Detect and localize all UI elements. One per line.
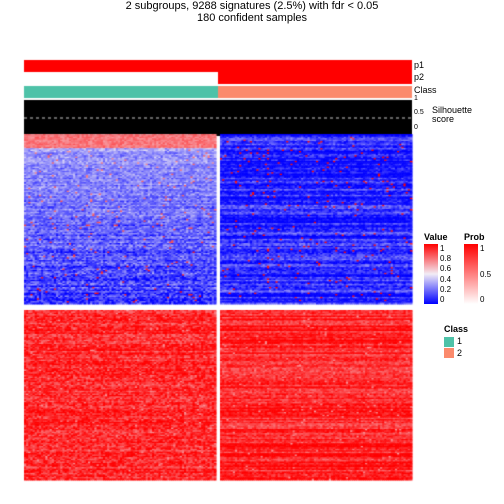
legend-value-title: Value <box>424 232 448 242</box>
legend-prob: Prob 1 0.5 0 <box>464 232 485 304</box>
legend-value-ticks: 1 0.8 0.6 0.4 0.2 0 <box>440 244 451 304</box>
sil-tick-05: 0.5 <box>414 109 424 116</box>
row-group-2-label: 2 <box>0 392 2 398</box>
legend-prob-title: Prob <box>464 232 485 242</box>
ann-sil-label: Silhouette score <box>432 106 472 124</box>
title-line2: 180 confident samples <box>0 12 504 24</box>
legend-prob-gradient <box>464 244 478 304</box>
sil-tick-0: 0 <box>414 124 418 131</box>
legend-class-item-2: 2 <box>444 348 468 359</box>
legend-prob-ticks: 1 0.5 0 <box>480 244 491 304</box>
legend-class-title: Class <box>444 324 468 334</box>
plot-area: 1 2 p1 p2 Class Silhouette score 1 0.5 0… <box>0 24 504 494</box>
legend-value-gradient <box>424 244 438 304</box>
ann-p2-label: p2 <box>414 72 424 82</box>
ann-class-label: Class <box>414 85 437 95</box>
legend-class-swatch-1 <box>444 337 454 347</box>
row-group-1-label: 1 <box>0 217 2 223</box>
sil-tick-1: 1 <box>414 95 418 102</box>
legend-class: Class 1 2 <box>444 324 468 359</box>
title-line1: 2 subgroups, 9288 signatures (2.5%) with… <box>0 0 504 12</box>
legend-class-swatch-2 <box>444 348 454 358</box>
legend-class-item-1: 1 <box>444 336 468 347</box>
ann-p1-label: p1 <box>414 60 424 70</box>
legend-value: Value 1 0.8 0.6 0.4 0.2 0 <box>424 232 448 304</box>
